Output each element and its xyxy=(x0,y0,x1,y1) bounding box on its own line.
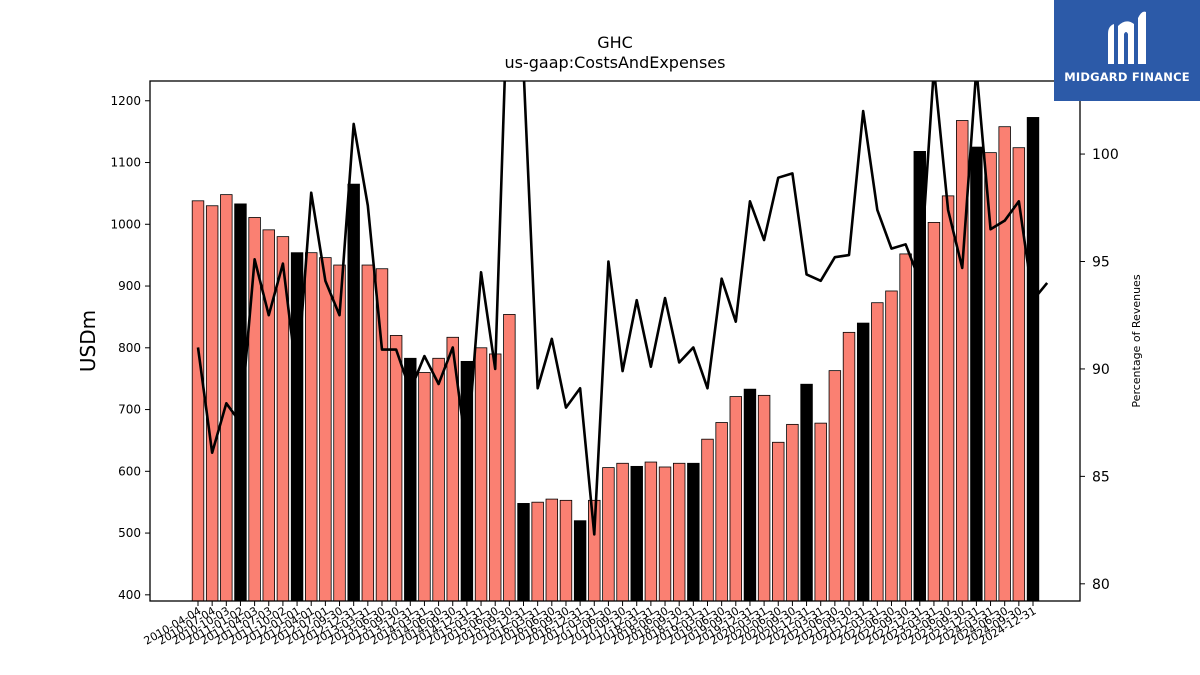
bar-2011-01-02 xyxy=(234,203,247,601)
bar-2012-04-01 xyxy=(305,252,318,601)
bar-2010-10-03 xyxy=(220,194,233,601)
bar-2016-09-30 xyxy=(559,499,573,601)
bar-2014-03-31 xyxy=(418,372,431,601)
bar-2010-07-04 xyxy=(205,205,219,601)
axes: 400 500 600 700 800 900 1000 1100 1200 80 85 90 95 10… xyxy=(110,80,1119,648)
bar-2016-06-30 xyxy=(545,498,559,601)
y-tick-label: 1000 xyxy=(110,217,141,231)
bar-2019-03-31 xyxy=(701,438,714,601)
bar-2014-12-31 xyxy=(460,360,474,601)
bar-2012-01-01 xyxy=(290,252,304,601)
bar-2021-12-31 xyxy=(856,322,870,601)
bar-2018-03-31 xyxy=(644,461,658,601)
bar-2013-09-30 xyxy=(389,335,403,601)
bar-2015-06-30 xyxy=(488,353,502,601)
y2-tick-label: 85 xyxy=(1092,469,1110,485)
chart-title: GHC xyxy=(597,33,633,52)
bar-2023-09-30 xyxy=(956,120,969,601)
y2-tick-label: 80 xyxy=(1092,577,1110,593)
y-tick-label: 400 xyxy=(118,588,141,602)
bar-2018-12-31 xyxy=(687,462,700,601)
plot-frame xyxy=(149,80,1081,602)
pct-of-revenues-line xyxy=(196,81,1049,536)
bar-2016-12-31 xyxy=(573,520,587,601)
bar-2022-06-30 xyxy=(885,290,898,601)
y-axis-label: USDm xyxy=(76,310,100,372)
bar-2019-12-31 xyxy=(743,388,757,601)
bar-2020-09-30 xyxy=(786,423,799,601)
line-series xyxy=(196,81,1049,536)
y2-tick-label: 100 xyxy=(1092,147,1119,163)
y-tick-label: 1100 xyxy=(110,156,141,170)
bar-2012-12-31 xyxy=(347,183,360,601)
bar-2012-07-01 xyxy=(319,257,332,601)
y-tick-label: 500 xyxy=(118,526,141,540)
bar-2024-09-30 xyxy=(1012,147,1026,601)
bar-2020-12-31 xyxy=(800,383,813,601)
bar-2021-03-31 xyxy=(814,422,827,601)
midgard-mountain-icon xyxy=(1108,11,1146,65)
y2-tick-label: 95 xyxy=(1092,254,1110,270)
y-tick-label: 900 xyxy=(118,279,141,293)
brand-name: MIDGARD FINANCE xyxy=(1064,70,1190,84)
bar-2019-06-30 xyxy=(715,422,728,601)
bar-2018-09-30 xyxy=(672,462,686,601)
bar-2024-12-31 xyxy=(1026,117,1040,601)
bar-2013-03-31 xyxy=(361,264,375,601)
y-tick-label: 1200 xyxy=(110,94,141,108)
bar-2012-09-30 xyxy=(333,264,346,601)
bar-2010-04-04 xyxy=(191,200,205,601)
brand-logo: MIDGARD FINANCE xyxy=(1054,0,1200,101)
bar-2015-09-30 xyxy=(503,314,516,601)
bar-2020-03-31 xyxy=(757,394,771,601)
y2-tick-label: 90 xyxy=(1092,362,1110,378)
bar-2016-03-31 xyxy=(531,501,544,601)
bar-2011-10-02 xyxy=(276,236,290,601)
bar-2024-06-30 xyxy=(998,126,1011,601)
bar-2022-09-30 xyxy=(899,253,912,601)
bar-2023-06-30 xyxy=(941,195,955,601)
bar-2017-06-30 xyxy=(602,467,615,601)
y-tick-label: 800 xyxy=(118,341,141,355)
chart-subtitle: us-gaap:CostsAndExpenses xyxy=(505,53,726,72)
bar-2011-07-03 xyxy=(262,229,275,601)
y-tick-label: 600 xyxy=(118,464,141,478)
bar-2014-06-30 xyxy=(432,357,445,601)
bar-2014-09-30 xyxy=(446,336,459,601)
bar-2013-12-31 xyxy=(404,357,417,601)
bar-2021-09-30 xyxy=(842,331,856,601)
bar-2023-03-31 xyxy=(927,222,941,601)
bar-2022-03-31 xyxy=(871,302,884,601)
bar-2018-06-30 xyxy=(658,466,672,601)
bar-2022-12-31 xyxy=(913,150,926,601)
bar-2015-12-31 xyxy=(517,503,530,601)
y-tick-label: 700 xyxy=(118,403,141,417)
bar-series xyxy=(191,117,1040,601)
bar-2020-06-30 xyxy=(772,441,785,601)
bar-2021-06-30 xyxy=(828,370,842,601)
bar-2013-06-30 xyxy=(375,268,389,601)
bar-2023-12-31 xyxy=(970,146,983,601)
bar-2019-09-30 xyxy=(729,396,742,601)
bar-2015-03-31 xyxy=(474,347,488,601)
y2-axis-label: Percentage of Revenues xyxy=(1130,274,1143,407)
bar-2017-09-30 xyxy=(616,462,629,601)
bar-2017-12-31 xyxy=(630,465,643,601)
